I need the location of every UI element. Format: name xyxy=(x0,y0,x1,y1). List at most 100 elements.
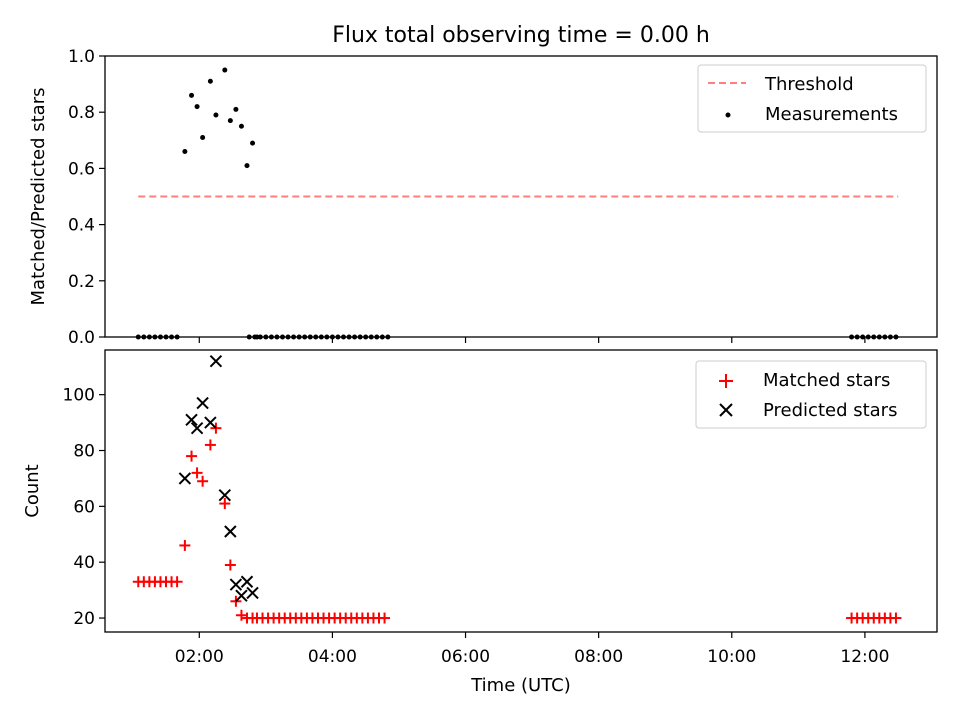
measurement-point xyxy=(876,334,882,340)
top-panel: 0.0 0.2 0.4 0.6 0.8 1.0 Matched/Predicted sta… xyxy=(28,47,938,348)
matched-star-point xyxy=(179,539,191,551)
measurement-point xyxy=(268,334,274,340)
top-y-tick-label: 0.6 xyxy=(68,159,95,179)
measurement-point xyxy=(263,334,269,340)
measurement-point xyxy=(285,334,291,340)
measurement-point xyxy=(854,334,860,340)
predicted-star-point xyxy=(196,396,209,410)
measurement-point xyxy=(357,334,363,340)
measurement-points xyxy=(135,67,899,340)
measurement-point xyxy=(222,67,228,73)
bottom-y-ticks: 20 40 60 80 100 xyxy=(63,386,105,629)
matched-star-point xyxy=(171,576,183,588)
matched-star-point xyxy=(890,612,902,624)
predicted-star-point xyxy=(229,578,243,591)
measurement-point xyxy=(227,118,233,124)
measurement-point xyxy=(849,334,855,340)
measurement-point xyxy=(882,334,888,340)
top-y-tick-label: 0.2 xyxy=(68,272,95,292)
legend-matched-label: Matched stars xyxy=(763,370,890,391)
predicted-star-point xyxy=(204,416,217,429)
measurement-point xyxy=(207,78,213,84)
top-y-tick-label: 0.4 xyxy=(68,216,95,236)
measurement-point xyxy=(860,334,866,340)
measurement-point xyxy=(279,334,285,340)
bottom-x-tick-label: 04:00 xyxy=(308,647,357,667)
top-axes-frame xyxy=(104,55,938,338)
measurement-point xyxy=(318,334,324,340)
measurement-point xyxy=(135,334,141,340)
measurement-point xyxy=(163,334,169,340)
measurement-point xyxy=(274,334,280,340)
predicted-stars-points xyxy=(178,354,259,602)
legend-threshold-label: Threshold xyxy=(764,74,854,95)
predicted-star-point xyxy=(178,472,192,485)
measurement-point xyxy=(257,334,263,340)
predicted-star-point xyxy=(235,589,248,602)
bottom-y-tick-label: 40 xyxy=(73,553,95,573)
measurement-point xyxy=(233,106,239,112)
measurement-point xyxy=(238,123,244,129)
measurement-point xyxy=(893,334,899,340)
predicted-star-point xyxy=(209,354,223,368)
predicted-star-point xyxy=(185,413,198,427)
matched-star-point xyxy=(379,612,391,624)
matched-star-point xyxy=(186,450,198,462)
bottom-y-axis-label: Count xyxy=(22,464,43,517)
measurement-point xyxy=(379,334,385,340)
measurement-point xyxy=(374,334,380,340)
chart-title: Flux total observing time = 0.00 h xyxy=(332,23,710,48)
bottom-legend-frame xyxy=(695,360,927,429)
measurement-point xyxy=(887,334,893,340)
measurement-point xyxy=(335,334,341,340)
matched-star-point xyxy=(191,467,203,479)
matched-star-point xyxy=(219,498,231,510)
matched-star-point xyxy=(197,475,209,487)
matched-star-point xyxy=(204,439,216,451)
predicted-star-point xyxy=(190,421,204,435)
legend-predicted-label: Predicted stars xyxy=(763,400,897,421)
x-axis-label: Time (UTC) xyxy=(470,675,571,696)
legend-predicted-swatch xyxy=(719,403,733,417)
matched-star-point xyxy=(210,422,222,434)
measurement-point xyxy=(141,334,147,340)
bottom-x-ticks: 02:00 04:00 06:00 08:00 10:00 12:00 xyxy=(175,632,889,667)
measurement-point xyxy=(291,334,297,340)
measurement-point xyxy=(152,334,158,340)
predicted-star-point xyxy=(240,575,254,588)
measurement-point xyxy=(157,334,163,340)
measurement-point xyxy=(213,112,219,118)
measurement-point xyxy=(363,334,369,340)
bottom-y-tick-label: 80 xyxy=(73,442,95,462)
measurement-point xyxy=(324,334,330,340)
matched-stars-points xyxy=(132,422,902,624)
measurement-point xyxy=(865,334,871,340)
measurement-point xyxy=(871,334,877,340)
measurement-point xyxy=(302,334,308,340)
bottom-y-tick-label: 20 xyxy=(73,609,95,629)
matched-star-point xyxy=(224,559,236,571)
measurement-point xyxy=(252,334,258,340)
measurement-point xyxy=(352,334,358,340)
measurement-point xyxy=(182,149,188,155)
bottom-x-tick-label: 06:00 xyxy=(441,647,490,667)
predicted-star-point xyxy=(224,525,237,538)
matched-star-point xyxy=(235,609,247,621)
matched-star-point xyxy=(230,595,242,607)
top-legend: Threshold Measurements xyxy=(697,64,927,133)
measurement-point xyxy=(174,334,180,340)
measurement-point xyxy=(244,163,250,169)
legend-measurements-label: Measurements xyxy=(765,104,898,125)
bottom-axes-frame xyxy=(104,349,938,633)
measurement-point xyxy=(296,334,302,340)
measurement-point xyxy=(246,334,252,340)
top-y-axis-label: Matched/Predicted stars xyxy=(28,88,49,306)
bottom-x-tick-label: 08:00 xyxy=(574,647,623,667)
measurement-point xyxy=(385,334,391,340)
measurement-point xyxy=(169,334,175,340)
predicted-star-point xyxy=(246,586,259,600)
measurement-point xyxy=(341,334,347,340)
bottom-y-tick-label: 100 xyxy=(63,386,95,406)
measurement-point xyxy=(346,334,352,340)
measurement-point xyxy=(146,334,152,340)
